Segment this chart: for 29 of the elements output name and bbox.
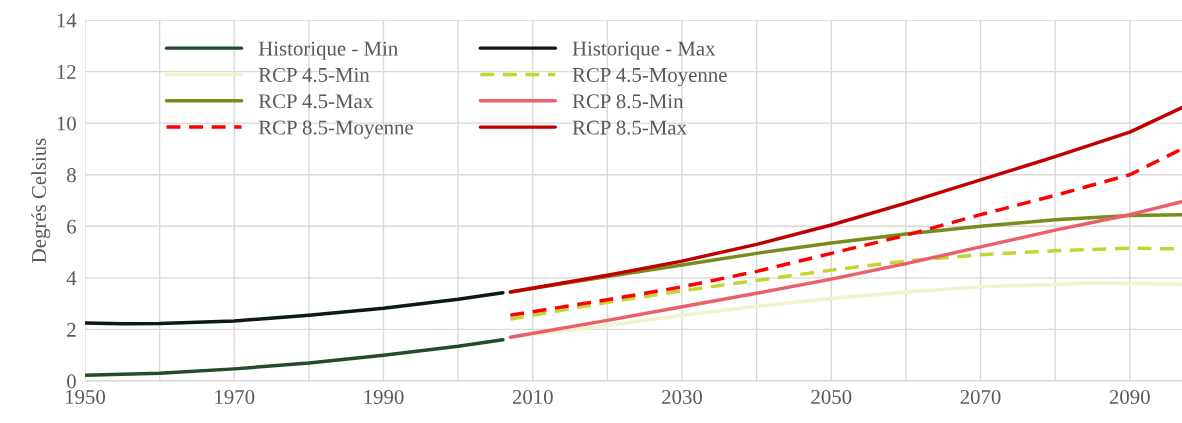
y-tick-label: 12 (57, 65, 76, 79)
x-tick-label: 2090 (1109, 389, 1150, 404)
y-tick-label: 8 (67, 168, 76, 183)
line-series (508, 200, 1182, 339)
legend-label: RCP 8.5-Min (572, 94, 684, 109)
legend-label: RCP 4.5-Min (258, 67, 370, 83)
legend-label: RCP 8.5-Moyenne (258, 120, 413, 139)
y-tick-label: 4 (66, 271, 77, 286)
legend-label: Historique - Max (572, 41, 716, 60)
x-tick-label: 2070 (960, 389, 1001, 404)
line-series (508, 147, 1182, 317)
x-tick-label: 2010 (512, 389, 553, 404)
x-tick-label: 2050 (811, 389, 852, 404)
line-series (85, 291, 505, 326)
legend-label: Historique - Min (258, 41, 398, 60)
x-tick-label: 2030 (662, 389, 703, 404)
y-axis-title: Degrés Celsius (31, 138, 51, 263)
y-tick-label: 6 (67, 219, 77, 234)
legend-label: RCP 4.5-Max (258, 94, 373, 109)
legend-label: RCP 8.5-Max (572, 120, 687, 135)
y-tick-label: 0 (67, 374, 76, 389)
y-tick-label: 10 (57, 116, 76, 131)
x-tick-label: 1950 (66, 389, 106, 404)
x-tick-label: 1990 (364, 389, 404, 404)
legend-label: RCP 4.5-Moyenne (572, 67, 727, 87)
x-tick-label: 1970 (215, 389, 255, 404)
y-tick-label: 14 (57, 13, 77, 28)
y-tick-label: 2 (67, 322, 76, 337)
line-series (85, 338, 505, 378)
